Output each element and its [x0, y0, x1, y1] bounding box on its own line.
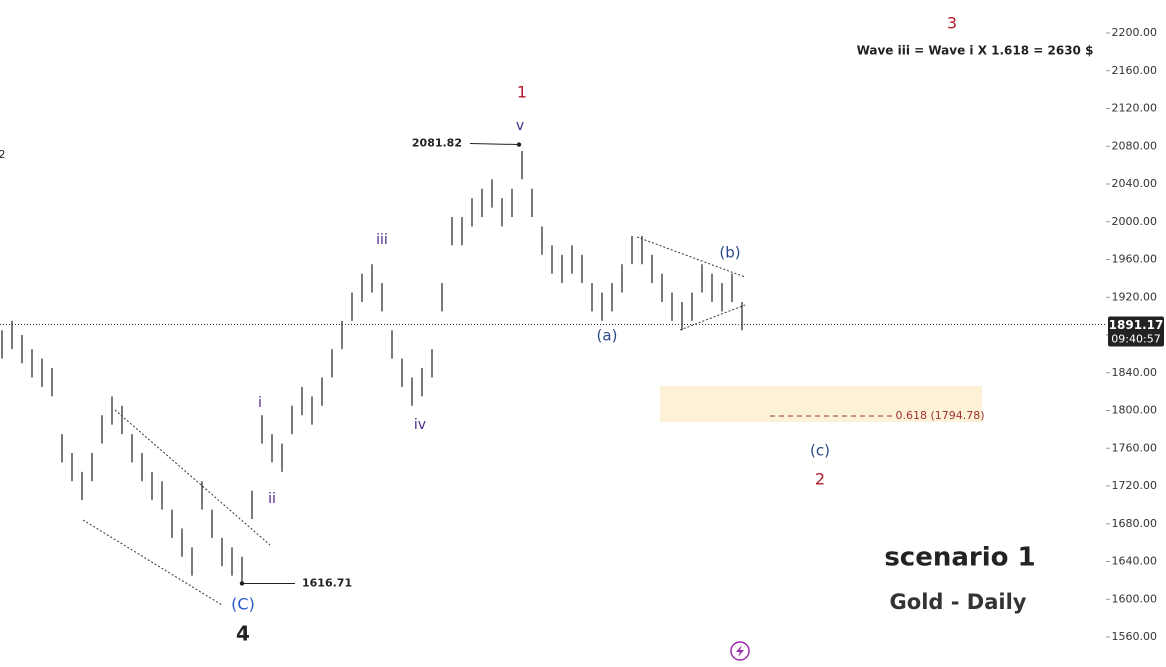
y-tick-label: 2160.00 — [1112, 64, 1158, 77]
wave-label: 4 — [236, 622, 250, 646]
y-tick-label: 2000.00 — [1112, 215, 1158, 228]
trendlines — [82, 236, 746, 606]
icon[interactable] — [730, 641, 750, 661]
wave-label: 3 — [947, 14, 957, 33]
last-price: 1891.17 — [1109, 318, 1164, 332]
y-tick-label: 1760.00 — [1112, 441, 1158, 454]
y-tick-label: 1560.00 — [1112, 630, 1158, 643]
y-tick-label: 1920.00 — [1112, 290, 1158, 303]
edge-label: 2 — [0, 148, 6, 161]
peak-line — [469, 143, 520, 146]
y-tick-label: 1600.00 — [1112, 592, 1158, 605]
asset: Gold - Daily — [890, 590, 1027, 614]
wave-label: 1 — [517, 83, 527, 102]
peak-point — [516, 142, 522, 147]
note: Wave iii = Wave i X 1.618 = 2630 $ — [857, 44, 1094, 58]
y-tick-label: 1800.00 — [1112, 404, 1158, 417]
trough-point — [239, 581, 245, 586]
wave-label: v — [516, 118, 524, 134]
wave-label: (C) — [231, 595, 255, 614]
last-price-box — [1108, 316, 1164, 347]
wave-label: i — [258, 395, 262, 411]
wave-label: (a) — [597, 327, 618, 345]
wave-label: iv — [414, 417, 426, 433]
y-tick-label: 1840.00 — [1112, 366, 1158, 379]
wave-label: ii — [268, 491, 276, 507]
y-tick-label: 2200.00 — [1112, 26, 1158, 39]
y-tick-label: 1640.00 — [1112, 555, 1158, 568]
y-tick-label: 1720.00 — [1112, 479, 1158, 492]
scenario: scenario 1 — [884, 543, 1035, 573]
wave-label: (b) — [719, 244, 740, 262]
fib-label: 0.618 (1794.78) — [895, 409, 984, 422]
peak-label: 2081.82 — [412, 137, 462, 150]
fib-zone — [660, 386, 982, 422]
y-tick-label: 2040.00 — [1112, 177, 1158, 190]
y-tick-label: 2120.00 — [1112, 102, 1158, 115]
wave-label: iii — [376, 232, 388, 248]
trough-label: 1616.71 — [302, 576, 352, 589]
icon-bolt — [736, 645, 744, 657]
wave-label: (c) — [810, 442, 830, 460]
last-time: 09:40:57 — [1111, 332, 1160, 345]
y-tick-label: 1960.00 — [1112, 253, 1158, 266]
y-tick-label: 2080.00 — [1112, 139, 1158, 152]
wave-label: 2 — [815, 470, 825, 489]
y-tick-label: 1680.00 — [1112, 517, 1158, 530]
